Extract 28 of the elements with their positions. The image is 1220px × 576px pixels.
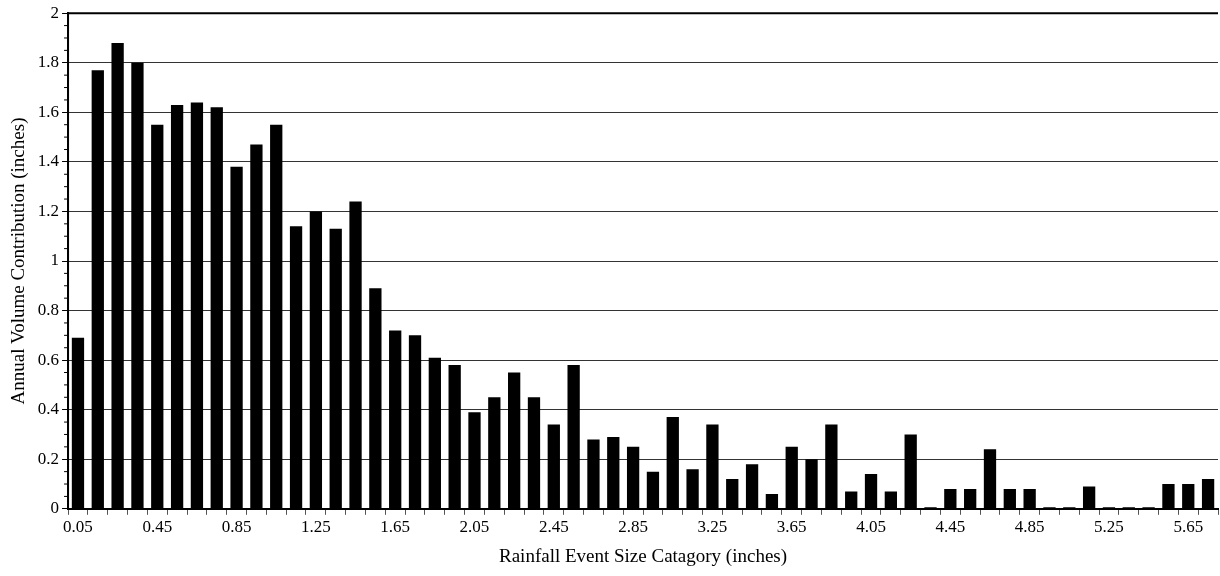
x-tick-label: 2.05 xyxy=(459,517,490,537)
x-tick-label: 3.25 xyxy=(697,517,728,537)
y-tick-label: 2 xyxy=(50,2,60,22)
y-tick-label: 1.6 xyxy=(37,101,60,121)
x-tick-label: 1.25 xyxy=(301,517,331,537)
y-tick-label: 0.6 xyxy=(37,349,60,369)
x-tick-label: 0.45 xyxy=(142,517,173,537)
y-tick-label: 1.4 xyxy=(37,151,60,171)
x-tick-label: 0.05 xyxy=(63,517,93,537)
x-tick-label: 4.85 xyxy=(1014,517,1045,537)
y-tick-label: 0.4 xyxy=(37,399,60,419)
x-tick-label: 5.25 xyxy=(1094,517,1124,537)
x-tick-label: 1.65 xyxy=(380,517,411,537)
x-tick-label: 5.65 xyxy=(1173,517,1204,537)
y-tick-label: 0.2 xyxy=(37,448,60,468)
y-tick-label: 0.8 xyxy=(37,300,60,320)
y-tick-label: 0 xyxy=(50,498,60,518)
x-tick-label: 4.45 xyxy=(935,517,966,537)
x-tick-label: 3.65 xyxy=(776,517,807,537)
y-tick-label: 1.8 xyxy=(37,52,60,72)
x-axis-title: Rainfall Event Size Catagory (inches) xyxy=(498,544,788,567)
y-tick-label: 1.2 xyxy=(37,200,60,220)
x-tick-label: 2.45 xyxy=(538,517,569,537)
y-axis-title: Annual Volume Contribution (inches) xyxy=(7,117,30,405)
y-tick-label: 1 xyxy=(50,250,60,270)
x-tick-label: 4.05 xyxy=(856,517,886,537)
x-tick-label: 0.85 xyxy=(221,517,252,537)
x-tick-label: 2.85 xyxy=(618,517,648,537)
